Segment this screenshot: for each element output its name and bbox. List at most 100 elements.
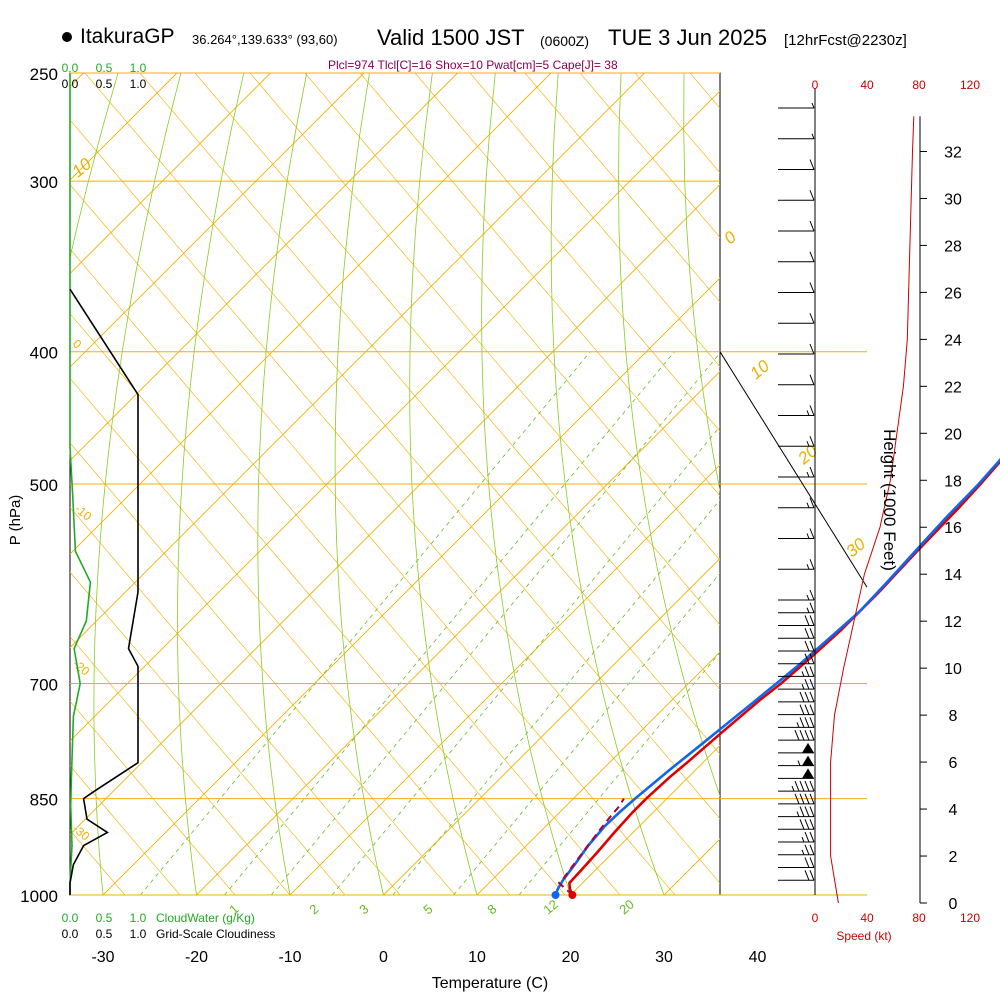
height-tick-label: 6	[949, 755, 958, 772]
wind-barb	[778, 220, 815, 232]
mixing-ratio-line	[224, 351, 675, 895]
wind-barb	[778, 374, 815, 386]
wind-barb-full	[804, 857, 810, 868]
dry-adiabat-line	[683, 73, 720, 493]
height-tick-label: 22	[944, 379, 962, 396]
adiabat-line	[0, 73, 15, 895]
wind-barb-full	[799, 729, 805, 741]
surface-dewpoint-point	[551, 891, 560, 899]
wind-barb-full	[809, 870, 815, 881]
wind-barb-full	[809, 313, 815, 324]
wind-barb-full	[804, 831, 810, 843]
wind-barb-full	[804, 678, 810, 690]
wind-barb-full	[804, 628, 810, 639]
height-tick-label: 2	[949, 849, 958, 866]
wind-barb-half	[801, 849, 805, 855]
x-tick-label: 40	[749, 949, 767, 966]
mixing-ratio-line	[518, 651, 720, 895]
wind-barb	[778, 466, 815, 478]
wind-barb-half	[806, 594, 810, 601]
station-name: ItakuraGP	[80, 25, 175, 48]
mixing-ratio-label: 8	[484, 901, 499, 917]
wind-barb-full	[809, 190, 815, 201]
mixing-ratio-line	[140, 351, 591, 895]
height-tick-label: 10	[944, 661, 962, 678]
isotherm-line	[70, 73, 271, 275]
wind-barb-full	[809, 559, 815, 570]
cloudwater-bottom-tick: 0.5	[96, 911, 113, 925]
wind-barb	[778, 528, 815, 539]
height-tick-label: 0	[949, 896, 958, 913]
cloudwater-label: CloudWater (g/Kg)	[156, 911, 255, 925]
adiabat-line	[70, 636, 291, 895]
x-tick-label: -10	[278, 949, 301, 966]
parcel-line	[557, 798, 625, 896]
wind-barb	[778, 615, 815, 626]
adiabat-line	[70, 571, 346, 895]
wind-barb-full	[809, 666, 815, 677]
wind-barb-full	[809, 628, 815, 639]
wind-barb-full	[794, 729, 800, 741]
wind-barb-flag	[802, 742, 814, 753]
wind-barb-full	[809, 653, 815, 664]
wind-barb-flag	[802, 755, 814, 766]
mixing-ratio-label: 2	[306, 901, 321, 917]
wind-barb-full	[809, 602, 815, 613]
wind-barb-full	[804, 666, 810, 677]
wind-barb-full	[809, 220, 815, 232]
wind-barb-full	[809, 405, 815, 416]
adiabat-line	[414, 73, 720, 432]
wind-barb-half	[811, 102, 815, 109]
wind-barb-full	[804, 704, 810, 715]
skew-annotation: 20	[794, 441, 822, 469]
y-tick-label: 1000	[20, 887, 58, 906]
speed-top-tick: 40	[860, 78, 874, 92]
height-tick-label: 8	[949, 708, 958, 725]
mixing-ratio-line	[392, 499, 720, 895]
y-tick-label: 300	[30, 173, 58, 192]
valid-time: Valid 1500 JST	[377, 25, 525, 50]
wind-barb	[778, 831, 815, 843]
mixing-ratio-line	[453, 572, 720, 895]
wind-barb	[778, 282, 815, 293]
wind-barb-full	[809, 678, 815, 690]
wind-barb-full	[809, 640, 815, 652]
wind-barb-full	[809, 343, 815, 355]
speed-axis-title: Speed (kt)	[836, 929, 891, 943]
wind-barb	[778, 870, 815, 881]
y-tick-label: 850	[30, 791, 58, 810]
wind-barb	[778, 717, 815, 728]
height-tick-label: 30	[944, 191, 962, 208]
wind-barb	[778, 589, 815, 601]
wind-barb-full	[809, 615, 815, 626]
mixing-ratio-line	[331, 425, 720, 895]
valid-date: TUE 3 Jun 2025	[608, 25, 767, 50]
x-tick-label: -30	[91, 949, 114, 966]
wind-barb	[778, 691, 815, 703]
dry-adiabat-line	[618, 73, 720, 798]
wind-barb-half	[801, 683, 805, 690]
isotherm-line	[476, 651, 720, 895]
wind-barb	[778, 628, 815, 639]
wind-barb-full	[804, 870, 810, 881]
wind-barb-half	[801, 836, 805, 843]
wind-barb	[778, 343, 815, 355]
wind-barb-full	[799, 819, 805, 830]
cloudwater-line	[69, 73, 92, 895]
dry-adiabat-line	[177, 73, 245, 895]
mixing-ratio-label: 12	[540, 897, 561, 918]
wind-barb	[778, 678, 815, 690]
adiabat-line	[70, 506, 401, 895]
height-axis-title: Height (1000 Feet)	[880, 429, 899, 571]
wind-barb	[778, 819, 815, 830]
dry-adiabat-line	[550, 73, 665, 895]
cloudiness-bottom-tick: 1.0	[130, 927, 147, 941]
wind-barb-half	[806, 410, 810, 416]
wind-barb-full	[804, 653, 810, 664]
adiabat-line	[579, 73, 720, 238]
wind-barb	[778, 159, 815, 170]
skew-annotation: 10	[746, 356, 773, 383]
wind-barb	[778, 251, 815, 263]
dry-adiabat-line	[481, 73, 571, 895]
